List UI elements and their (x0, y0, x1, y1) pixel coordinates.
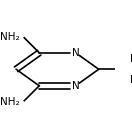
Text: NH₂: NH₂ (0, 32, 20, 42)
Text: NH₂: NH₂ (0, 97, 20, 107)
Text: N: N (72, 81, 79, 91)
Text: F: F (130, 54, 132, 64)
Text: F: F (130, 75, 132, 85)
Text: N: N (72, 48, 79, 58)
